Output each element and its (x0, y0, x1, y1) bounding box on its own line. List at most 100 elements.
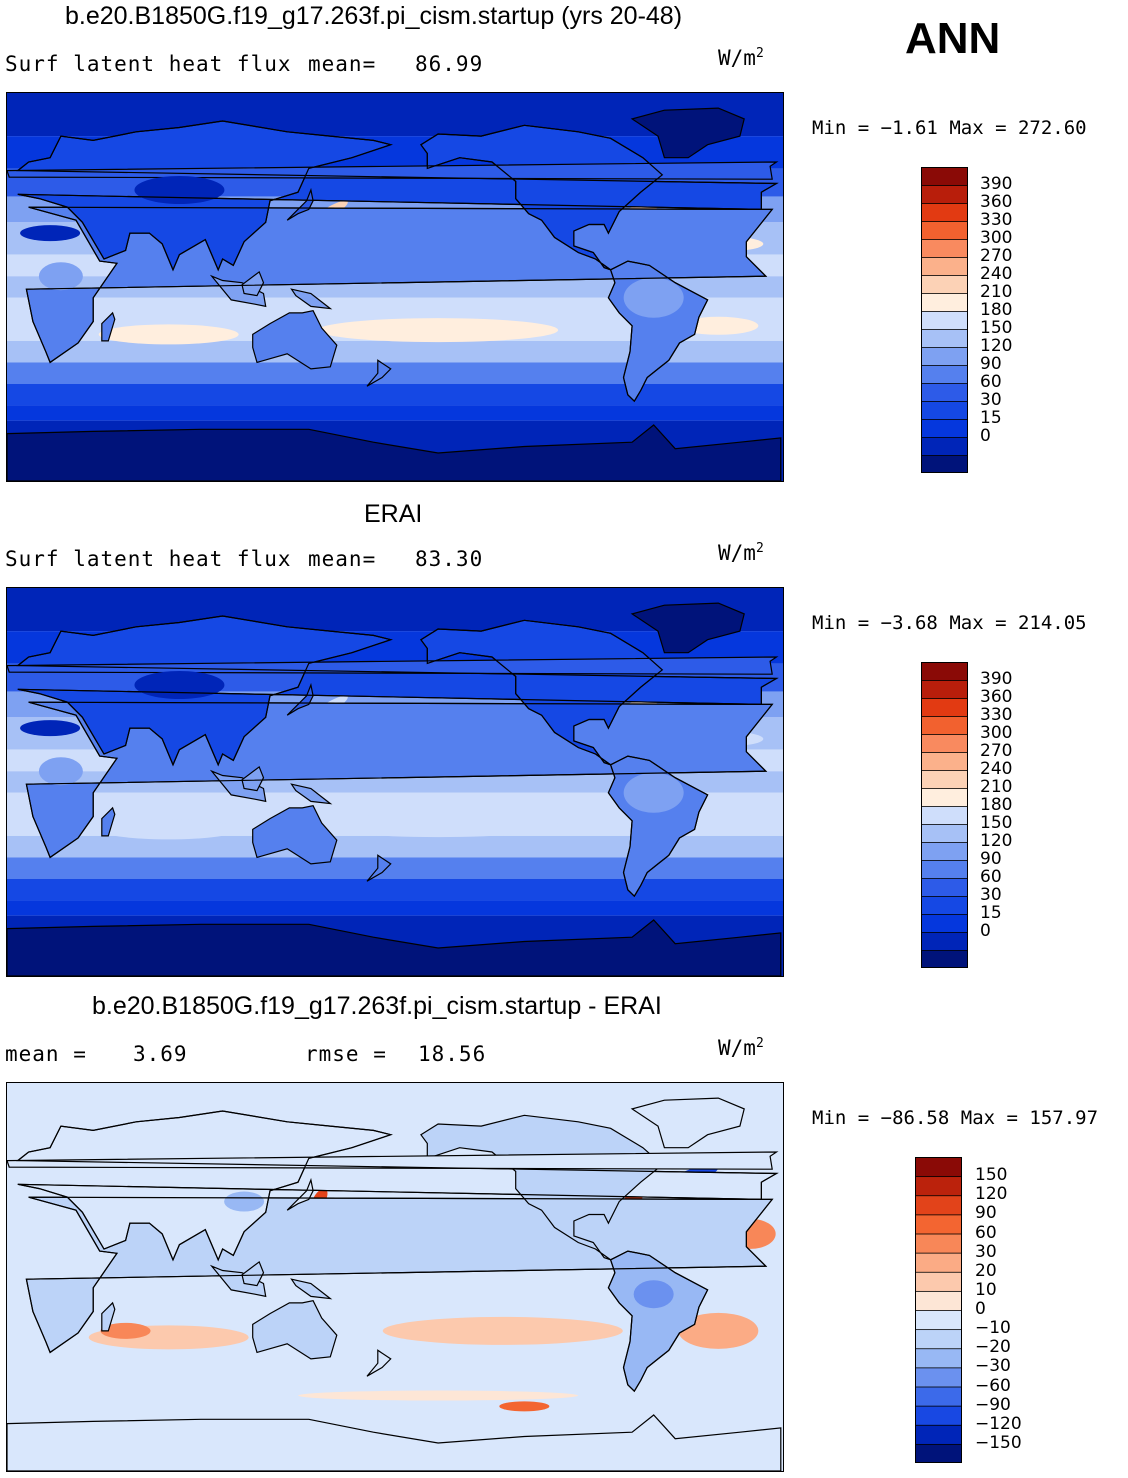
panel2-map-svg (7, 588, 783, 976)
colorbar-1-tick-label: 30 (980, 390, 1002, 410)
colorbar-1-box-0 (921, 454, 968, 473)
panel1-map-svg (7, 93, 783, 481)
colorbar-2-box-7 (921, 823, 968, 843)
colorbar-2-box-0 (921, 949, 968, 968)
colorbar-2-tick-label: 360 (980, 687, 1013, 707)
panel3-map-svg (7, 1083, 783, 1471)
colorbar-1-tick-label: 60 (980, 372, 1002, 392)
panel2-units: W/m2 (718, 541, 764, 565)
colorbar-2-box-2 (921, 913, 968, 933)
colorbar-3-tick-label: 30 (975, 1241, 997, 1262)
colorbar-3-tick-label: 90 (975, 1203, 997, 1224)
colorbar-3-tick-label: 0 (975, 1299, 986, 1319)
panel1-units: W/m2 (718, 46, 764, 70)
colorbar-1-box-4 (921, 382, 968, 402)
colorbar-3-box-10 (915, 1252, 962, 1273)
colorbar-1-box-3 (921, 400, 968, 420)
panel3-colorbar (915, 1157, 962, 1463)
colorbar-3-box-1 (915, 1424, 962, 1445)
colorbar-2-box-16 (921, 662, 968, 681)
colorbar-2-box-10 (921, 769, 968, 789)
colorbar-1-box-5 (921, 364, 968, 384)
colorbar-3-tick-label: 120 (975, 1184, 1008, 1205)
colorbar-2-tick-label: 150 (980, 813, 1013, 833)
colorbar-1-tick-label: 210 (980, 282, 1013, 302)
colorbar-1-tick-label: 270 (980, 246, 1013, 266)
panel1-mean-label: mean= (308, 52, 377, 76)
colorbar-1-box-14 (921, 202, 968, 222)
colorbar-3-tick-label: −150 (975, 1432, 1022, 1453)
panel2-field-label: Surf latent heat flux (5, 547, 292, 571)
colorbar-1-box-13 (921, 220, 968, 240)
colorbar-3-box-12 (915, 1213, 962, 1235)
panel3-rmse-value: 18.56 (418, 1042, 487, 1066)
colorbar-3-box-15 (915, 1157, 962, 1178)
panel2-map (6, 587, 784, 977)
panel1-mean-value: 86.99 (415, 52, 484, 76)
colorbar-2-tick-label: 180 (980, 795, 1013, 815)
colorbar-1-tick-label: 330 (980, 210, 1013, 230)
panel3-minmax: Min = −86.58 Max = 157.97 (812, 1107, 1099, 1129)
colorbar-3-tick-label: −20 (975, 1337, 1011, 1358)
colorbar-2-box-9 (921, 787, 968, 807)
colorbar-2-box-15 (921, 679, 968, 699)
colorbar-3-tick-label: −90 (975, 1394, 1011, 1415)
panel3-mean-value: 3.69 (133, 1042, 188, 1066)
colorbar-1-box-15 (921, 184, 968, 204)
colorbar-2-box-13 (921, 715, 968, 735)
colorbar-2-tick-label: 210 (980, 777, 1013, 797)
colorbar-2-tick-label: 300 (980, 723, 1013, 743)
panel1-title: b.e20.B1850G.f19_g17.263f.pi_cism.startu… (65, 2, 683, 30)
colorbar-3-box-7 (915, 1309, 962, 1331)
colorbar-2-box-14 (921, 697, 968, 717)
colorbar-3-box-4 (915, 1366, 962, 1388)
colorbar-3-tick-label: −120 (975, 1413, 1022, 1434)
panel3-rmse-label: rmse = (305, 1042, 387, 1066)
colorbar-2-tick-label: 330 (980, 705, 1013, 725)
colorbar-2-tick-label: 30 (980, 885, 1002, 905)
panel3-title: b.e20.B1850G.f19_g17.263f.pi_cism.startu… (92, 992, 662, 1020)
panel3-mean-label: mean = (5, 1042, 87, 1066)
colorbar-2-box-11 (921, 751, 968, 771)
colorbar-1-tick-label: 0 (980, 426, 991, 446)
panel1-colorbar (921, 167, 968, 473)
colorbar-3-box-14 (915, 1175, 962, 1197)
colorbar-2-tick-label: 0 (980, 921, 991, 941)
panel1-minmax: Min = −1.61 Max = 272.60 (812, 117, 1087, 139)
colorbar-1-tick-label: 390 (980, 174, 1013, 194)
panel2-mean-label: mean= (308, 547, 377, 571)
panel2-minmax: Min = −3.68 Max = 214.05 (812, 612, 1087, 634)
colorbar-2-tick-label: 270 (980, 741, 1013, 761)
colorbar-2-tick-label: 240 (980, 759, 1013, 779)
colorbar-3-box-3 (915, 1386, 962, 1407)
colorbar-3-box-8 (915, 1290, 962, 1311)
colorbar-1-box-16 (921, 167, 968, 186)
colorbar-2-tick-label: 120 (980, 831, 1013, 851)
colorbar-1-tick-label: 15 (980, 408, 1002, 428)
colorbar-3-box-9 (915, 1271, 962, 1292)
colorbar-2-box-5 (921, 859, 968, 879)
panel3-map (6, 1082, 784, 1472)
colorbar-1-tick-label: 300 (980, 228, 1013, 248)
colorbar-2-tick-label: 90 (980, 849, 1002, 869)
colorbar-1-tick-label: 360 (980, 192, 1013, 212)
colorbar-3-tick-label: 10 (975, 1279, 997, 1300)
colorbar-2-tick-label: 60 (980, 867, 1002, 887)
panel3-units: W/m2 (718, 1036, 764, 1060)
colorbar-1-box-11 (921, 256, 968, 276)
colorbar-3-tick-label: −10 (975, 1318, 1011, 1339)
colorbar-1-tick-label: 240 (980, 264, 1013, 284)
colorbar-1-box-1 (921, 436, 968, 456)
colorbar-1-box-9 (921, 292, 968, 312)
colorbar-2-tick-label: 390 (980, 669, 1013, 689)
colorbar-3-box-0 (915, 1443, 962, 1463)
panel2-mean-value: 83.30 (415, 547, 484, 571)
colorbar-2-box-6 (921, 841, 968, 861)
colorbar-3-box-2 (915, 1405, 962, 1426)
colorbar-3-box-11 (915, 1233, 962, 1254)
colorbar-3-tick-label: −30 (975, 1356, 1011, 1377)
colorbar-3-box-5 (915, 1347, 962, 1369)
colorbar-2-box-4 (921, 877, 968, 897)
colorbar-1-box-10 (921, 274, 968, 294)
colorbar-1-box-8 (921, 310, 968, 330)
